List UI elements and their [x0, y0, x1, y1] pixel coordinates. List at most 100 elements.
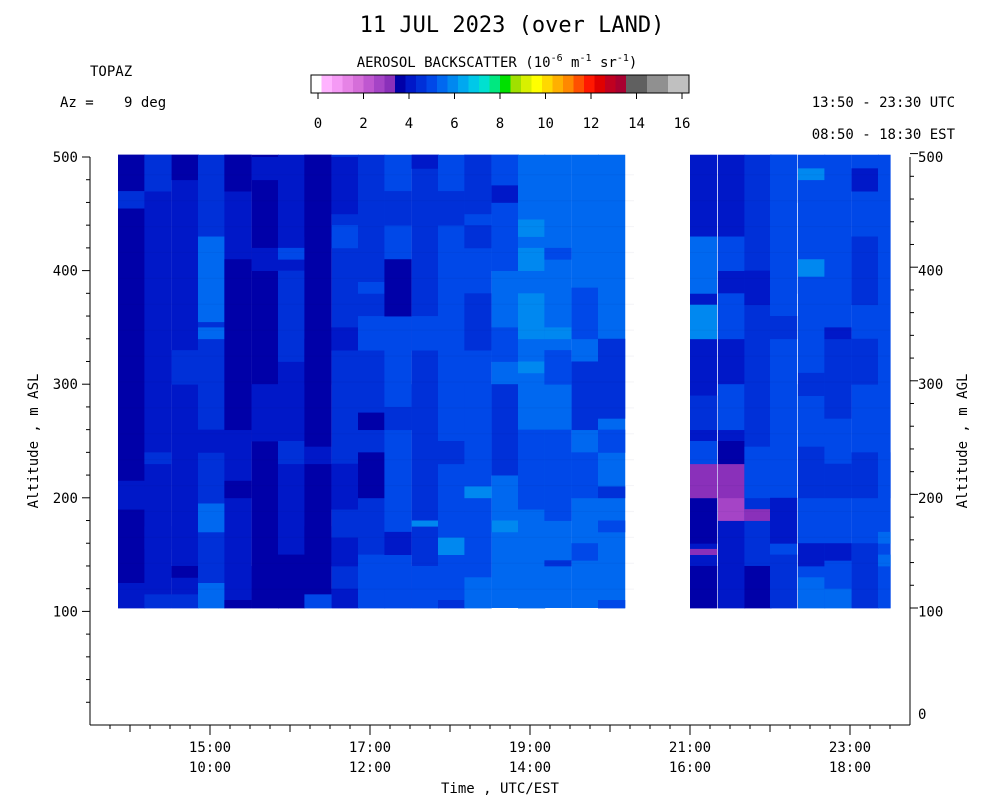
heatmap-cell — [251, 247, 279, 271]
heatmap-cell — [144, 594, 172, 609]
heatmap-cell — [464, 225, 492, 249]
heatmap-bin-line — [118, 355, 634, 357]
heatmap-cell — [744, 270, 772, 306]
colorbar-tick-label: 4 — [405, 116, 413, 132]
heatmap-cell — [224, 480, 252, 499]
heatmap-bin-line — [690, 588, 890, 590]
heatmap-cell — [464, 486, 492, 499]
axes: 100 200 300 400 500 0 100 200 300 400 500 15:00 10:0… — [53, 150, 944, 776]
heatmap-cell — [464, 384, 492, 431]
heatmap-bin-line — [690, 174, 890, 176]
colorbar-label-end: ) — [629, 55, 637, 71]
heatmap-cell — [718, 441, 746, 465]
heatmap-cell — [744, 446, 772, 499]
heatmap-cell — [331, 463, 359, 510]
heatmap-bin-line — [118, 484, 634, 487]
y-right-tick-label: 400 — [918, 264, 943, 280]
heatmap-cell — [770, 497, 798, 544]
heatmap-cell — [278, 554, 306, 609]
heatmap-cell — [411, 520, 439, 527]
heatmap-cell — [718, 384, 746, 431]
heatmap-cell — [384, 406, 412, 431]
heatmap-cell — [824, 588, 852, 609]
x-tick-label-utc: 17:00 — [349, 740, 391, 756]
heatmap-cell — [358, 554, 386, 609]
heatmap-cell — [851, 338, 879, 385]
colorbar-tick-label: 14 — [628, 116, 645, 132]
y-left-tick-label: 400 — [53, 264, 78, 280]
heatmap-cell — [198, 327, 226, 340]
heatmap-cell — [224, 154, 252, 192]
heatmap-cell — [518, 219, 546, 237]
heatmap-cell — [518, 361, 546, 374]
heatmap-cell — [358, 316, 386, 351]
heatmap-bin-line — [690, 510, 890, 513]
heatmap-bin-line — [690, 277, 890, 279]
colorbar-swatch — [342, 75, 354, 93]
heatmap-cell — [718, 497, 746, 521]
heatmap-cell — [798, 446, 826, 499]
heatmap-cell — [851, 452, 879, 499]
colorbar-tick-label: 10 — [537, 116, 554, 132]
heatmap-cell — [251, 384, 279, 442]
heatmap-cell — [118, 154, 146, 271]
colorbar-label-exp1: -6 — [551, 53, 563, 64]
heatmap-cell — [304, 338, 332, 385]
heatmap-cell — [598, 520, 626, 533]
colorbar-swatch — [563, 75, 574, 93]
heatmap-cell — [224, 600, 252, 609]
heatmap-cell — [278, 270, 306, 362]
heatmap-cell — [878, 452, 891, 499]
heatmap-cell — [770, 554, 798, 609]
colorbar-swatch — [479, 75, 490, 93]
heatmap-cell — [331, 157, 359, 215]
colorbar-swatch — [531, 75, 543, 93]
heatmap-cell — [198, 583, 226, 609]
heatmap-cell — [571, 543, 599, 561]
y-left-tick-label: 100 — [53, 604, 78, 620]
heatmap-cell — [718, 293, 746, 340]
colorbar-label-exp2: -1 — [579, 53, 591, 64]
heatmap-bin-line — [118, 510, 634, 513]
heatmap-cell — [598, 338, 626, 419]
heatmap-cell — [690, 565, 718, 609]
heatmap-cell — [438, 406, 466, 431]
colorbar-swatch — [468, 75, 480, 93]
x-axis-label: Time , UTC/EST — [441, 781, 560, 797]
heatmap-cell — [304, 446, 332, 465]
colorbar-label: AEROSOL BACKSCATTER (10-6 m-1 sr-1) — [357, 53, 638, 71]
colorbar-swatch — [458, 75, 469, 93]
heatmap-cell — [690, 548, 718, 555]
heatmap-cell — [411, 154, 439, 608]
heatmap-cell — [491, 384, 519, 476]
heatmap-cell — [198, 236, 226, 323]
heatmap-bin-line — [118, 329, 634, 331]
x-tick-label-utc: 23:00 — [829, 740, 871, 756]
heatmap-cell — [598, 600, 626, 609]
heatmap-cell — [518, 247, 546, 271]
chart-title: 11 JUL 2023 (over LAND) — [360, 13, 665, 38]
colorbar-swatch — [605, 75, 616, 93]
x-tick-label-est: 18:00 — [829, 760, 871, 776]
colorbar-swatch — [311, 75, 322, 93]
y-left-tick-label: 300 — [53, 377, 78, 393]
heatmap-cell — [598, 429, 626, 453]
colorbar-swatch — [636, 75, 648, 93]
heatmap-cell — [411, 316, 439, 351]
heatmap-cell — [251, 154, 279, 608]
heatmap-cell — [690, 304, 718, 328]
heatmap-cell — [518, 293, 546, 328]
time-range-utc: 13:50 - 23:30 UTC — [812, 95, 955, 111]
heatmap-cell — [438, 537, 466, 555]
heatmap-cell — [544, 560, 572, 567]
colorbar-tick-label: 0 — [314, 116, 322, 132]
heatmap-cell — [544, 350, 572, 385]
colorbar-tick-label: 2 — [359, 116, 367, 132]
heatmap-bin-line — [690, 562, 890, 564]
heatmap-cell — [491, 185, 519, 203]
heatmap-cell — [690, 441, 718, 465]
azimuth-label: Az = — [60, 95, 94, 111]
heatmap-cell — [544, 247, 572, 260]
x-tick-label-est: 16:00 — [669, 760, 711, 776]
heatmap-cell — [438, 600, 466, 609]
